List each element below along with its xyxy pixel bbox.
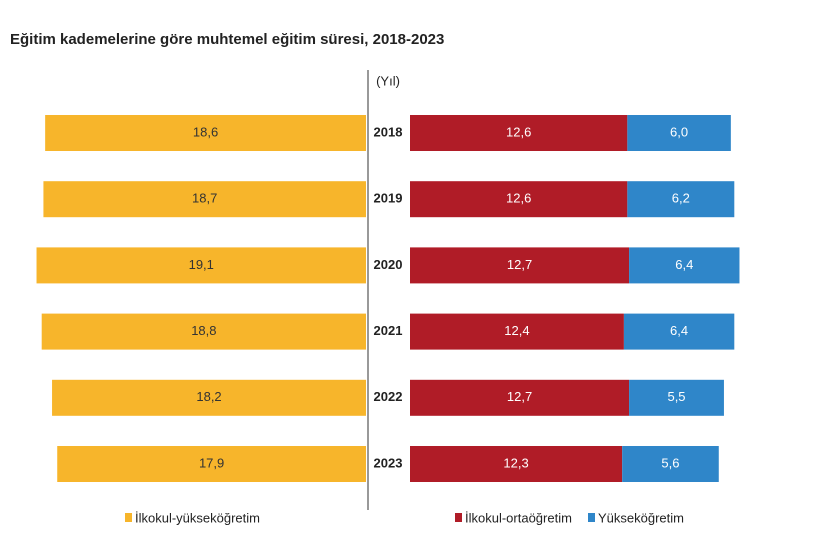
bar	[45, 115, 367, 151]
bar	[57, 446, 366, 482]
legend-label: İlkokul-yükseköğretim	[135, 510, 260, 525]
value-label: 6,2	[672, 191, 690, 206]
legend-swatch	[125, 513, 132, 522]
chart-title: Eğitim kademelerine göre muhtemel eğitim…	[10, 31, 444, 48]
bar	[41, 313, 366, 350]
bar	[410, 379, 630, 416]
value-label: 6,4	[670, 323, 688, 338]
bar	[410, 115, 628, 151]
legend-label: İlkokul-ortaöğretim	[465, 510, 572, 525]
bar	[410, 181, 628, 218]
value-label: 18,8	[191, 323, 216, 338]
category-label: 2022	[374, 389, 403, 404]
unit-label: (Yıl)	[376, 73, 400, 88]
bar	[52, 379, 367, 416]
bar	[622, 446, 719, 482]
category-label: 2023	[374, 455, 403, 470]
legend-swatch	[455, 513, 462, 522]
value-label: 12,3	[503, 455, 528, 470]
value-label: 18,2	[196, 389, 221, 404]
bar	[43, 181, 367, 218]
value-label: 6,0	[670, 124, 688, 139]
value-label: 18,6	[193, 124, 218, 139]
value-label: 18,7	[192, 191, 217, 206]
value-label: 5,5	[667, 389, 685, 404]
value-label: 12,6	[506, 191, 531, 206]
category-label: 2019	[374, 191, 403, 206]
category-label: 2020	[374, 257, 403, 272]
legend-swatch	[588, 513, 595, 522]
bar	[410, 247, 630, 284]
category-label: 2021	[374, 323, 403, 338]
value-label: 6,4	[675, 257, 693, 272]
value-label: 19,1	[189, 257, 214, 272]
value-label: 12,6	[506, 124, 531, 139]
value-label: 17,9	[199, 455, 224, 470]
bar	[36, 247, 367, 284]
value-label: 12,7	[507, 389, 532, 404]
value-label: 5,6	[661, 455, 679, 470]
legend-label: Yükseköğretim	[598, 510, 684, 525]
bar	[629, 379, 724, 416]
bar	[629, 247, 740, 284]
bar	[623, 313, 735, 350]
value-label: 12,4	[504, 323, 529, 338]
bar	[410, 313, 624, 350]
bar	[627, 181, 735, 218]
bar	[627, 115, 731, 151]
value-label: 12,7	[507, 257, 532, 272]
category-label: 2018	[374, 124, 403, 139]
bar	[410, 446, 623, 482]
